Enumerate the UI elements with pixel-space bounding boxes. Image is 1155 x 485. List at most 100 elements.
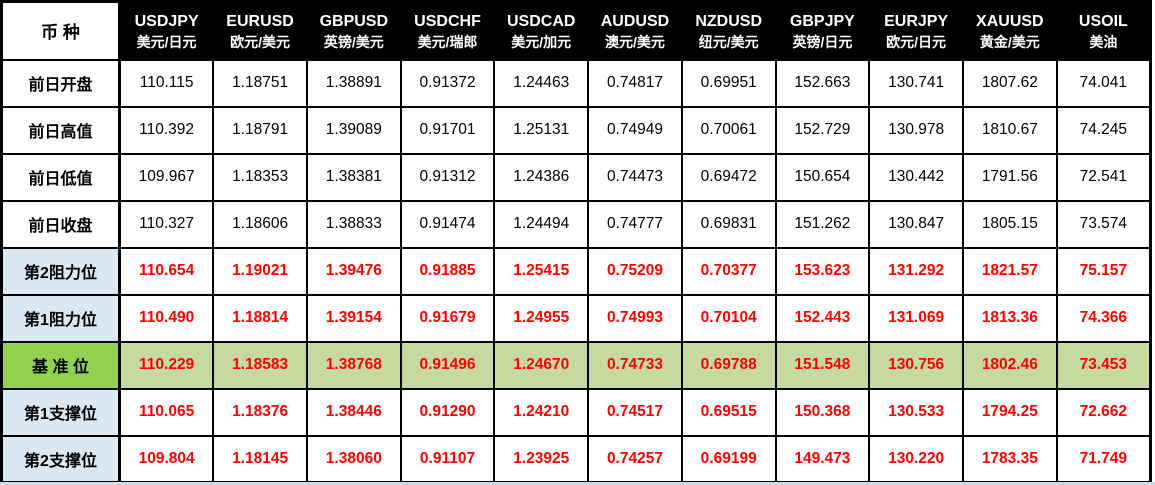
- cell-value: 1794.25: [961, 387, 1058, 437]
- row-label: 前日低值: [0, 152, 121, 202]
- cell-value: 150.654: [774, 152, 871, 202]
- pair-name-cn: 黄金/美元: [979, 34, 1040, 51]
- cell-value: 1.24463: [493, 58, 590, 108]
- cell-value: 0.69472: [680, 152, 777, 202]
- cell-value: 0.69831: [680, 199, 777, 249]
- cell-value: 152.663: [774, 58, 871, 108]
- cell-value: 1783.35: [961, 434, 1058, 484]
- cell-value: 110.490: [118, 293, 215, 343]
- row-label: 第2阻力位: [0, 246, 121, 296]
- cell-value: 1.18145: [212, 434, 308, 484]
- pair-name-cn: 英镑/日元: [792, 34, 853, 51]
- cell-value: 72.541: [1055, 152, 1152, 202]
- cell-value: 109.967: [118, 152, 215, 202]
- cell-value: 151.548: [774, 340, 871, 390]
- cell-value: 0.74993: [587, 293, 683, 343]
- cell-value: 1.18751: [212, 58, 308, 108]
- table-row: 基 准 位 110.229 1.18583 1.38768 0.91496 1.24670…: [0, 340, 1152, 390]
- cell-value: 1.18583: [212, 340, 308, 390]
- column-header-gbpusd: GBPUSD 英镑/美元: [305, 0, 402, 61]
- cell-value: 1.24670: [493, 340, 590, 390]
- cell-value: 0.91107: [399, 434, 496, 484]
- column-header-usdcad: USDCAD 美元/加元: [493, 0, 590, 61]
- cell-value: 1810.67: [961, 105, 1058, 155]
- cell-value: 74.245: [1055, 105, 1152, 155]
- cell-value: 130.533: [868, 387, 964, 437]
- table-row: 前日收盘 110.327 1.18606 1.38833 0.91474 1.24494 0…: [0, 199, 1152, 249]
- cell-value: 1.25415: [493, 246, 590, 296]
- row-label: 前日收盘: [0, 199, 121, 249]
- pair-name-cn: 美元/日元: [136, 34, 197, 51]
- cell-value: 130.741: [868, 58, 964, 108]
- cell-value: 0.70061: [680, 105, 777, 155]
- table-row: 第1阻力位 110.490 1.18814 1.39154 0.91679 1.24955…: [0, 293, 1152, 343]
- cell-value: 73.574: [1055, 199, 1152, 249]
- cell-value: 1.18606: [212, 199, 308, 249]
- cell-value: 0.70377: [680, 246, 777, 296]
- cell-value: 1.38891: [305, 58, 402, 108]
- cell-value: 0.74257: [587, 434, 683, 484]
- cell-value: 0.69199: [680, 434, 777, 484]
- column-header-gbpjpy: GBPJPY 英镑/日元: [774, 0, 871, 61]
- cell-value: 152.729: [774, 105, 871, 155]
- cell-value: 1821.57: [961, 246, 1058, 296]
- row-label: 前日开盘: [0, 58, 121, 108]
- cell-value: 0.91679: [399, 293, 496, 343]
- table-row: 第2阻力位 110.654 1.19021 1.39476 0.91885 1.25415…: [0, 246, 1152, 296]
- column-header-usoil: USOIL 美油: [1055, 0, 1152, 61]
- cell-value: 151.262: [774, 199, 871, 249]
- cell-value: 109.804: [118, 434, 215, 484]
- row-label: 前日高值: [0, 105, 121, 155]
- cell-value: 130.756: [868, 340, 964, 390]
- cell-value: 130.847: [868, 199, 964, 249]
- cell-value: 0.74733: [587, 340, 683, 390]
- column-header-audusd: AUDUSD 澳元/美元: [587, 0, 683, 61]
- cell-value: 75.157: [1055, 246, 1152, 296]
- column-header-usdchf: USDCHF 美元/瑞郎: [399, 0, 496, 61]
- cell-value: 0.91885: [399, 246, 496, 296]
- pair-code: USDCAD: [507, 13, 576, 31]
- header-row: 币 种 USDJPY 美元/日元 EURUSD 欧元/美元 GBPUSD 英镑/美元 USD…: [0, 0, 1152, 61]
- table-row: 前日开盘 110.115 1.18751 1.38891 0.91372 1.24463 0…: [0, 58, 1152, 108]
- cell-value: 0.69788: [680, 340, 777, 390]
- cell-value: 1802.46: [961, 340, 1058, 390]
- pair-code: EURUSD: [226, 13, 294, 31]
- cell-value: 131.292: [868, 246, 964, 296]
- cell-value: 74.366: [1055, 293, 1152, 343]
- cell-value: 1.23925: [493, 434, 590, 484]
- cell-value: 0.74949: [587, 105, 683, 155]
- cell-value: 71.749: [1055, 434, 1152, 484]
- cell-value: 0.75209: [587, 246, 683, 296]
- pair-code: NZDUSD: [695, 13, 762, 31]
- pair-name-cn: 美油: [1089, 34, 1118, 51]
- cell-value: 73.453: [1055, 340, 1152, 390]
- pair-code: GBPUSD: [319, 13, 389, 31]
- cell-value: 149.473: [774, 434, 871, 484]
- cell-value: 1.38060: [305, 434, 402, 484]
- cell-value: 1791.56: [961, 152, 1058, 202]
- cell-value: 1.24494: [493, 199, 590, 249]
- cell-value: 152.443: [774, 293, 871, 343]
- cell-value: 130.978: [868, 105, 964, 155]
- cell-value: 110.229: [118, 340, 215, 390]
- cell-value: 0.91701: [399, 105, 496, 155]
- pair-code: USDJPY: [134, 13, 199, 31]
- cell-value: 130.442: [868, 152, 964, 202]
- pair-name-cn: 英镑/美元: [323, 34, 384, 51]
- cell-value: 110.115: [118, 58, 215, 108]
- cell-value: 0.70104: [680, 293, 777, 343]
- row-label: 第1支撑位: [0, 387, 121, 437]
- table-row: 前日低值 109.967 1.18353 1.38381 0.91312 1.24386 0…: [0, 152, 1152, 202]
- pair-name-cn: 欧元/日元: [886, 34, 947, 51]
- cell-value: 110.654: [118, 246, 215, 296]
- cell-value: 1.18791: [212, 105, 308, 155]
- pair-name-cn: 澳元/美元: [605, 34, 665, 51]
- cell-value: 110.327: [118, 199, 215, 249]
- column-header-eurusd: EURUSD 欧元/美元: [212, 0, 308, 61]
- cell-value: 1807.62: [961, 58, 1058, 108]
- cell-value: 1.24210: [493, 387, 590, 437]
- cell-value: 1813.36: [961, 293, 1058, 343]
- cell-value: 1.19021: [212, 246, 308, 296]
- cell-value: 1.38446: [305, 387, 402, 437]
